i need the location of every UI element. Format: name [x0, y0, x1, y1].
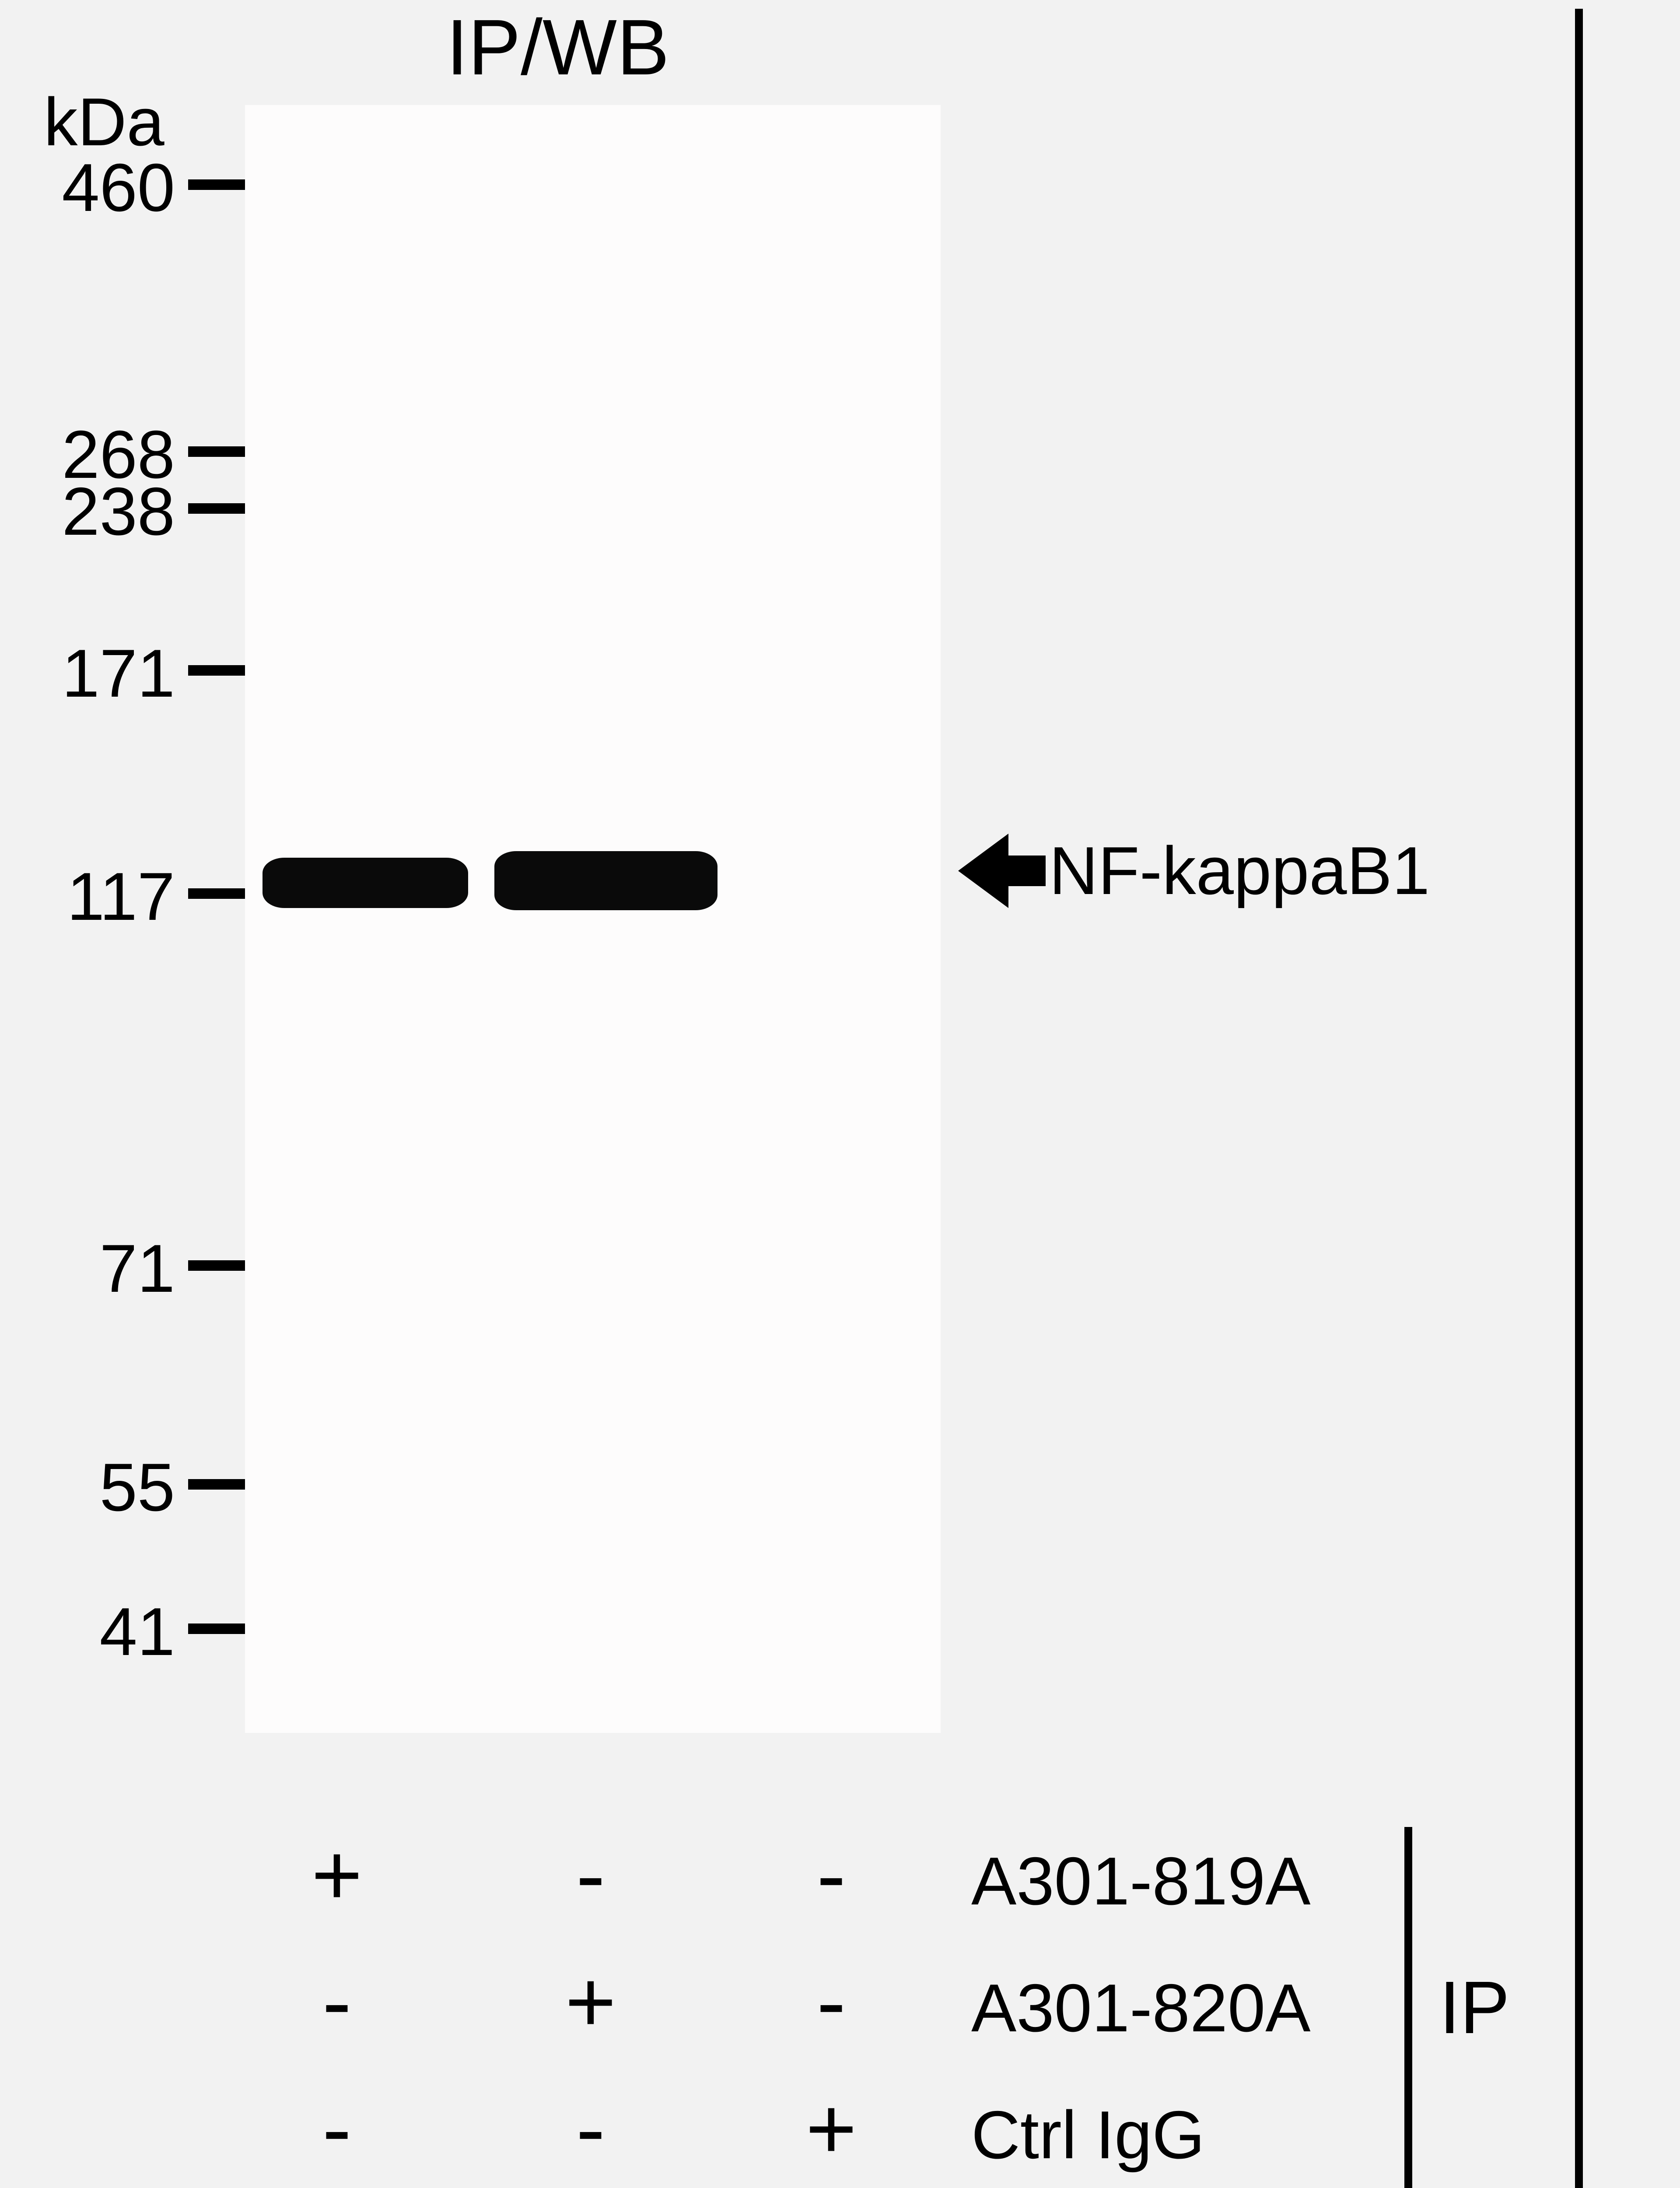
- mw-tick-171: [188, 665, 245, 676]
- mw-tick-71: [188, 1260, 245, 1271]
- mw-label-55: 55: [79, 1448, 175, 1526]
- lane3-row1-mark: -: [798, 1825, 864, 1925]
- mw-tick-460: [188, 179, 245, 190]
- mw-label-238: 238: [44, 473, 175, 551]
- target-arrow-label: NF-kappaB1: [958, 831, 1430, 910]
- mw-tick-55: [188, 1479, 245, 1490]
- lane1-row3-mark: -: [304, 2079, 370, 2179]
- lane3-row2-mark: -: [798, 1952, 864, 2052]
- right-border-line: [1575, 9, 1583, 2188]
- figure-container: IP/WB kDa 460 268 238 171 117 71 55 41 N…: [0, 0, 1680, 2188]
- figure-title: IP/WB: [446, 2, 669, 93]
- lane2-row3-mark: -: [558, 2079, 623, 2179]
- blot-membrane: [245, 105, 941, 1733]
- arrow-icon: [958, 831, 1046, 910]
- lane2-row1-mark: -: [558, 1825, 623, 1925]
- ip-bracket-line: [1404, 1827, 1412, 2188]
- mw-tick-117: [188, 888, 245, 899]
- ip-bracket-label: IP: [1439, 1965, 1510, 2051]
- mw-tick-268: [188, 446, 245, 457]
- ip-row2-label: A301-820A: [971, 1969, 1311, 2047]
- lane3-row3-mark: +: [798, 2079, 864, 2179]
- band-lane2: [494, 851, 718, 910]
- mw-tick-238: [188, 503, 245, 514]
- mw-label-41: 41: [79, 1593, 175, 1671]
- lane1-row1-mark: +: [304, 1825, 370, 1925]
- band-lane1: [262, 858, 468, 908]
- lane2-row2-mark: +: [558, 1952, 623, 2052]
- mw-label-460: 460: [44, 149, 175, 227]
- mw-label-71: 71: [79, 1230, 175, 1308]
- mw-label-117: 117: [44, 858, 175, 936]
- ip-row3-label: Ctrl IgG: [971, 2096, 1205, 2174]
- target-label-text: NF-kappaB1: [1049, 832, 1430, 910]
- ip-row1-label: A301-819A: [971, 1842, 1311, 1920]
- lane1-row2-mark: -: [304, 1952, 370, 2052]
- mw-tick-41: [188, 1623, 245, 1634]
- mw-label-171: 171: [44, 635, 175, 712]
